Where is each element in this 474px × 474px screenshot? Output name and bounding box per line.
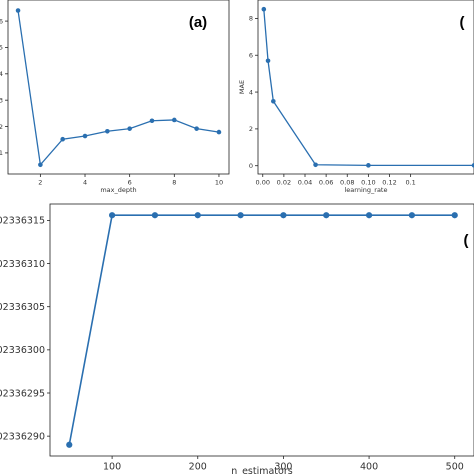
series-line <box>263 9 474 166</box>
data-point <box>105 128 110 134</box>
data-point <box>265 58 271 64</box>
y-tick-label: 2 <box>249 125 253 133</box>
data-point <box>60 136 65 142</box>
data-point <box>127 126 132 131</box>
y-tick-label: 3 <box>0 96 3 104</box>
data-point <box>408 212 415 219</box>
data-point <box>365 212 373 219</box>
data-point <box>15 8 21 13</box>
y-tick-label: 5 <box>0 44 3 52</box>
y-tick-label: 02336295 <box>0 388 45 399</box>
data-point <box>313 162 318 168</box>
x-tick-label: 0.00 <box>256 179 270 187</box>
y-tick-label: 8 <box>249 15 253 23</box>
y-tick-label: 02336300 <box>0 345 45 356</box>
data-point <box>366 163 371 168</box>
x-tick-label: 2 <box>38 179 42 187</box>
x-axis-label: max_depth <box>100 186 136 194</box>
x-tick-label: 0.06 <box>319 179 333 187</box>
x-tick-label: 0.04 <box>298 179 312 187</box>
x-tick-label: 400 <box>360 462 378 473</box>
data-point <box>109 212 116 219</box>
plot-frame <box>257 0 474 175</box>
series-line <box>68 214 455 445</box>
data-point <box>216 129 222 135</box>
data-point <box>280 212 287 219</box>
x-tick-label: 0.1 <box>405 179 415 187</box>
data-point <box>451 212 458 219</box>
x-tick-label: 0.08 <box>340 179 354 187</box>
data-point <box>237 212 244 219</box>
data-point <box>149 118 155 124</box>
x-axis-label: learning_rate <box>345 186 388 194</box>
x-tick-label: 500 <box>446 462 464 473</box>
y-tick-label: 6 <box>249 52 253 60</box>
data-point <box>194 126 199 131</box>
y-tick-label: 02336315 <box>0 216 45 227</box>
panel-label: ( <box>460 14 465 31</box>
x-tick-label: 6 <box>128 179 132 187</box>
y-tick-label: 02336290 <box>0 431 45 442</box>
x-tick-label: 4 <box>83 179 87 187</box>
x-tick-label: 10 <box>215 179 223 187</box>
data-point <box>172 117 177 123</box>
panel-label: ( <box>464 232 469 249</box>
data-point <box>194 212 201 219</box>
x-tick-label: 0.10 <box>361 179 375 187</box>
y-tick-label: 2 <box>0 123 3 131</box>
x-tick-label: 100 <box>103 462 121 473</box>
data-point <box>38 162 43 168</box>
x-tick-label: 0.12 <box>382 179 396 187</box>
plot-frame <box>7 0 230 175</box>
y-tick-label: 02336305 <box>0 302 45 313</box>
y-tick-label: 4 <box>249 88 253 96</box>
y-tick-label: 02336310 <box>0 259 45 270</box>
x-tick-label: 200 <box>189 462 207 473</box>
data-point <box>151 212 159 219</box>
y-tick-label: 6 <box>0 17 3 25</box>
panel-label: (a) <box>189 14 207 31</box>
data-point <box>261 6 267 12</box>
y-tick-label: 1 <box>0 149 3 157</box>
data-point <box>471 163 474 168</box>
x-tick-label: 300 <box>274 462 292 473</box>
y-tick-label: 4 <box>0 70 3 78</box>
data-point <box>271 98 276 104</box>
series-line <box>17 10 220 167</box>
x-tick-label: 8 <box>172 179 176 187</box>
y-axis-label: MAE <box>238 80 246 94</box>
y-tick-label: 0 <box>249 162 253 170</box>
data-point <box>82 133 88 139</box>
data-point <box>66 441 73 448</box>
chart-panel-3: 100 200 300 400 500 02336290 02336295 02336300 0… <box>0 203 474 474</box>
x-axis-label: n_estimators <box>231 466 292 474</box>
x-tick-label: 0.02 <box>277 179 291 187</box>
data-point <box>323 212 330 219</box>
chart-panel-2: 0.00 0.02 0.04 0.06 0.08 0.10 0.12 0.102468lear… <box>238 0 474 194</box>
plot-frame <box>49 203 474 457</box>
